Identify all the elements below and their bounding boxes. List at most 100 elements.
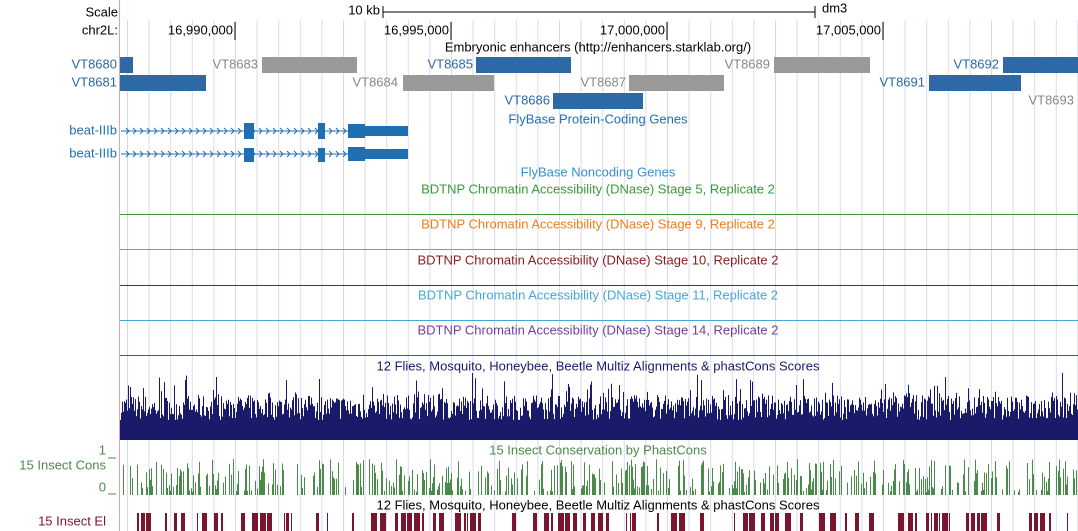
conserved-element [1067, 513, 1068, 531]
strand-arrow [300, 127, 305, 135]
conserved-element [433, 513, 436, 531]
position-label: 17,005,000 [816, 22, 881, 37]
strand-arrow [307, 150, 312, 158]
conserved-element [734, 513, 735, 531]
enhancer-label: VT8691 [879, 74, 925, 89]
position-label: 17,000,000 [600, 22, 665, 37]
conserved-element [327, 513, 328, 531]
strand-arrow [167, 127, 172, 135]
conserved-element [544, 513, 549, 531]
conserved-element [137, 513, 139, 531]
conserved-element [949, 513, 950, 531]
strand-arrow [125, 150, 130, 158]
enhancer-label: VT8692 [953, 56, 999, 71]
strand-arrow [160, 127, 165, 135]
strand-arrow [146, 127, 151, 135]
strand-arrow [258, 150, 263, 158]
track-title: 12 Flies, Mosquito, Honeybee, Beetle Mul… [377, 497, 820, 512]
strand-arrow [181, 127, 186, 135]
conserved-element [221, 513, 223, 531]
strand-arrow [265, 150, 270, 158]
conserved-element [174, 513, 177, 531]
utr [365, 126, 408, 136]
conserved-element [977, 513, 980, 531]
track-title: Embryonic enhancers (http://enhancers.st… [445, 39, 751, 54]
conserved-element [470, 513, 476, 531]
conserved-element [583, 513, 586, 531]
conserved-element [455, 513, 461, 531]
strand-arrow [216, 150, 221, 158]
conserved-element [743, 513, 748, 531]
conserved-element [573, 513, 577, 531]
enhancer [120, 75, 206, 91]
strand-arrow [209, 150, 214, 158]
axis-label: 1 [99, 442, 106, 457]
exon [348, 124, 365, 138]
track-title: BDTNP Chromatin Accessibility (DNase) St… [417, 322, 778, 337]
conserved-element [464, 513, 466, 531]
conserved-element [371, 513, 377, 531]
track-label: 15 Insect Cons [19, 457, 106, 472]
strand-arrow [132, 127, 137, 135]
enhancer-label: VT8684 [352, 74, 398, 89]
track-title: BDTNP Chromatin Accessibility (DNase) St… [417, 252, 778, 267]
conserved-element [467, 513, 468, 531]
enhancer-label: VT8689 [724, 56, 770, 71]
conserved-element [632, 513, 636, 531]
utr [365, 149, 408, 159]
strand-arrow [125, 127, 130, 135]
conserved-element [260, 513, 266, 531]
enhancer-label: VT8681 [71, 74, 117, 89]
chrom-label: chr2L: [82, 22, 118, 37]
enhancer-label: VT8693 [1028, 92, 1074, 107]
conserved-element [800, 513, 803, 531]
conserved-element [598, 513, 603, 531]
position-label: 16,990,000 [168, 22, 233, 37]
strand-arrow [139, 127, 144, 135]
strand-arrow [209, 127, 214, 135]
strand-arrow [279, 127, 284, 135]
strand-arrow [181, 150, 186, 158]
exon [348, 147, 365, 161]
enhancer [629, 75, 724, 91]
track-title: FlyBase Protein-Coding Genes [508, 111, 688, 126]
conserved-element [146, 513, 151, 531]
conserved-element [214, 513, 218, 531]
conserved-element [478, 513, 481, 531]
enhancer [774, 57, 870, 73]
scale-label: Scale [85, 4, 118, 19]
enhancer-label: VT8680 [71, 56, 117, 71]
strand-arrow [139, 150, 144, 158]
enhancer [403, 75, 494, 91]
conserved-element [558, 513, 564, 531]
conserved-element [1029, 513, 1032, 531]
strand-arrow [286, 150, 291, 158]
enhancer-label: VT8686 [504, 92, 550, 107]
conserved-element [284, 513, 285, 531]
conserved-element [181, 513, 185, 531]
strand-arrow [195, 127, 200, 135]
strand-arrow [300, 150, 305, 158]
scale-bar-label: 10 kb [348, 2, 380, 17]
conserved-element [915, 513, 917, 531]
conserved-element [679, 513, 685, 531]
strand-arrow [167, 150, 172, 158]
conserved-element [819, 513, 825, 531]
conserved-element [202, 513, 207, 531]
position-label: 16,995,000 [384, 22, 449, 37]
grid [127, 20, 1078, 531]
strand-arrow [335, 150, 340, 158]
strand-arrow [202, 150, 207, 158]
conserved-element [197, 513, 198, 531]
track-title: BDTNP Chromatin Accessibility (DNase) St… [421, 216, 775, 231]
strand-arrow [160, 150, 165, 158]
strand-arrow [258, 127, 263, 135]
gene-label: beat-IIIb [69, 145, 117, 160]
strand-arrow [293, 150, 298, 158]
enhancer [553, 93, 643, 109]
strand-arrow [223, 127, 228, 135]
strand-arrow [272, 150, 277, 158]
conserved-element [749, 513, 755, 531]
strand-arrow [216, 127, 221, 135]
